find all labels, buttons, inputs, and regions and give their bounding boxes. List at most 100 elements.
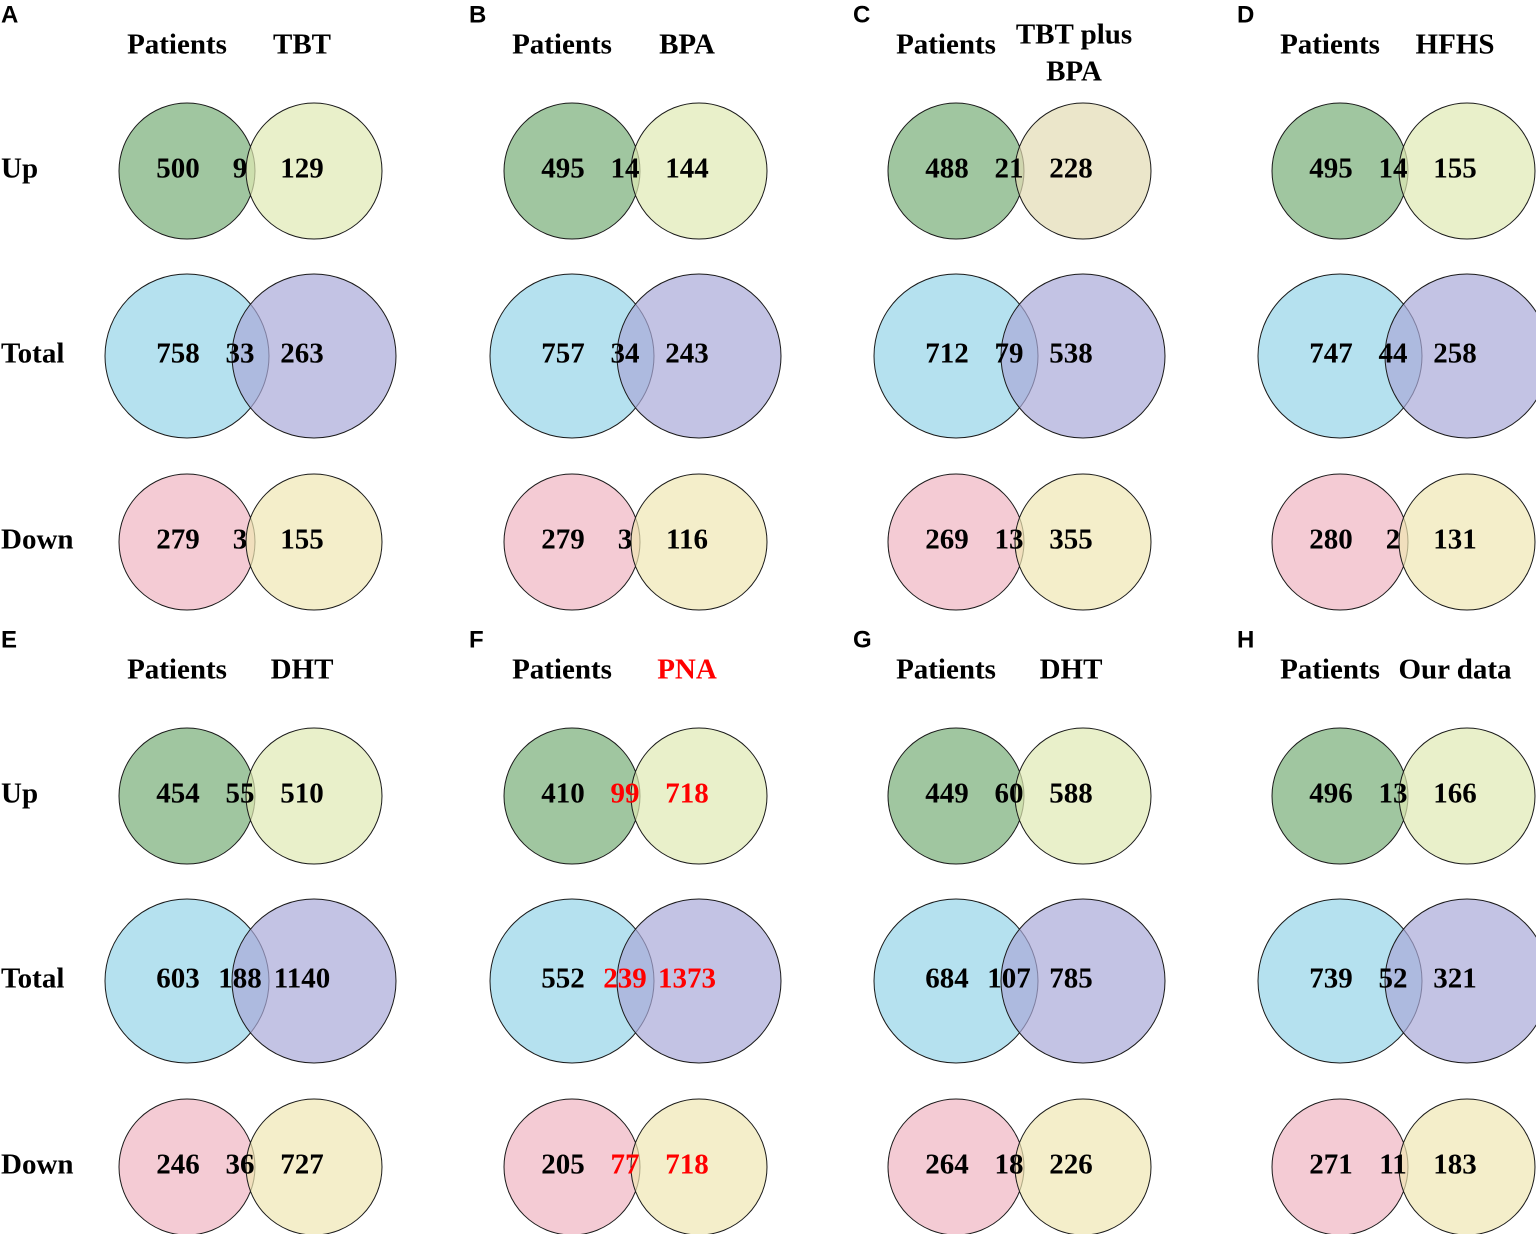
panel-b-right-title: BPA <box>659 29 715 61</box>
panel-a-down-right-circle <box>245 473 383 611</box>
panel-g-up-left-count: 449 <box>925 778 969 810</box>
panel-d-right-title: HFHS <box>1416 29 1495 61</box>
panel-a-down-left-count: 279 <box>156 524 200 556</box>
panel-c-total-right-circle <box>1000 273 1166 439</box>
panel-d-up-right-count: 155 <box>1433 153 1477 185</box>
panel-e-up-overlap-count: 55 <box>226 778 255 810</box>
panel-b-down-overlap-count: 3 <box>618 524 633 556</box>
panel-c-total-overlap-count: 79 <box>995 338 1024 370</box>
panel-e-up-right-circle <box>245 727 383 865</box>
panel-f-right-title: PNA <box>657 654 717 686</box>
panel-b-down-right-circle <box>630 473 768 611</box>
row-label-total-2: Total <box>1 963 64 995</box>
panel-a-total-left-count: 758 <box>156 338 200 370</box>
panel-h-left-title: Patients <box>1280 654 1380 686</box>
panel-f-up-left-count: 410 <box>541 778 585 810</box>
row-label-down-1: Down <box>1 524 74 556</box>
panel-e-down-overlap-count: 36 <box>226 1149 255 1181</box>
panel-c-right-title-line2: BPA <box>1046 56 1102 88</box>
panel-b-up-right-count: 144 <box>665 153 709 185</box>
panel-d-down-right-count: 131 <box>1433 524 1477 556</box>
panel-h-right-title: Our data <box>1398 654 1512 686</box>
panel-a-up-overlap-count: 9 <box>233 153 248 185</box>
panel-f-total-left-count: 552 <box>541 963 585 995</box>
panel-c-total-right-count: 538 <box>1049 338 1093 370</box>
panel-letter-h: H <box>1237 626 1254 653</box>
panel-d-up-left-count: 495 <box>1309 153 1353 185</box>
panel-a-total-overlap-count: 33 <box>226 338 255 370</box>
panel-h-up-right-count: 166 <box>1433 778 1477 810</box>
panel-f-down-right-count: 718 <box>665 1149 709 1181</box>
panel-b-up-right-circle <box>630 102 768 240</box>
panel-e-down-right-count: 727 <box>280 1149 324 1181</box>
panel-h-total-left-count: 739 <box>1309 963 1353 995</box>
panel-c-down-left-count: 269 <box>925 524 969 556</box>
panel-c-right-title-line1: TBT plus <box>1016 19 1132 51</box>
panel-a-up-right-count: 129 <box>280 153 324 185</box>
panel-c-up-right-circle <box>1014 102 1152 240</box>
panel-g-total-right-count: 785 <box>1049 963 1093 995</box>
panel-c-up-overlap-count: 21 <box>995 153 1024 185</box>
panel-h-down-left-count: 271 <box>1309 1149 1353 1181</box>
panel-a-up-right-circle <box>245 102 383 240</box>
panel-g-down-left-count: 264 <box>925 1149 969 1181</box>
row-label-up-1: Up <box>1 153 38 185</box>
panel-e-total-right-count: 1140 <box>274 963 330 995</box>
panel-d-down-right-circle <box>1398 473 1536 611</box>
panel-g-up-right-circle <box>1014 727 1152 865</box>
panel-g-total-left-count: 684 <box>925 963 969 995</box>
panel-letter-e: E <box>1 626 17 653</box>
panel-g-down-overlap-count: 18 <box>995 1149 1024 1181</box>
panel-h-down-overlap-count: 11 <box>1379 1149 1406 1181</box>
panel-f-down-left-count: 205 <box>541 1149 585 1181</box>
panel-c-down-right-circle <box>1014 473 1152 611</box>
panel-g-up-overlap-count: 60 <box>995 778 1024 810</box>
panel-e-total-overlap-count: 188 <box>218 963 262 995</box>
panel-a-total-right-count: 263 <box>280 338 324 370</box>
panel-d-up-right-circle <box>1398 102 1536 240</box>
panel-f-total-overlap-count: 239 <box>603 963 647 995</box>
panel-e-total-left-count: 603 <box>156 963 200 995</box>
panel-g-total-overlap-count: 107 <box>987 963 1031 995</box>
panel-b-down-right-count: 116 <box>666 524 708 556</box>
panel-d-total-right-circle <box>1384 273 1536 439</box>
panel-g-right-title: DHT <box>1040 654 1103 686</box>
panel-c-total-left-count: 712 <box>925 338 969 370</box>
panel-letter-g: G <box>853 626 872 653</box>
panel-e-left-title: Patients <box>127 654 227 686</box>
panel-a-right-title: TBT <box>273 29 331 61</box>
row-label-up-2: Up <box>1 778 38 810</box>
panel-d-total-right-count: 258 <box>1433 338 1477 370</box>
panel-letter-f: F <box>469 626 484 653</box>
panel-d-down-left-count: 280 <box>1309 524 1353 556</box>
row-label-down-2: Down <box>1 1149 74 1181</box>
panel-d-total-overlap-count: 44 <box>1379 338 1408 370</box>
panel-d-up-overlap-count: 14 <box>1379 153 1408 185</box>
panel-f-total-right-circle <box>616 898 782 1064</box>
panel-h-total-right-count: 321 <box>1433 963 1477 995</box>
panel-letter-a: A <box>1 1 18 28</box>
panel-c-up-left-count: 488 <box>925 153 969 185</box>
panel-h-total-overlap-count: 52 <box>1379 963 1408 995</box>
panel-g-left-title: Patients <box>896 654 996 686</box>
panel-a-total-right-circle <box>231 273 397 439</box>
panel-letter-d: D <box>1237 1 1254 28</box>
row-label-total-1: Total <box>1 338 64 370</box>
panel-f-up-overlap-count: 99 <box>611 778 640 810</box>
panel-d-down-overlap-count: 2 <box>1386 524 1401 556</box>
panel-g-down-right-count: 226 <box>1049 1149 1093 1181</box>
panel-f-total-right-count: 1373 <box>658 963 716 995</box>
panel-b-up-overlap-count: 14 <box>611 153 640 185</box>
panel-h-up-right-circle <box>1398 727 1536 865</box>
panel-h-total-right-circle <box>1384 898 1536 1064</box>
panel-c-left-title: Patients <box>896 29 996 61</box>
panel-e-down-left-count: 246 <box>156 1149 200 1181</box>
panel-b-left-title: Patients <box>512 29 612 61</box>
panel-b-total-overlap-count: 34 <box>611 338 640 370</box>
panel-e-up-right-count: 510 <box>280 778 324 810</box>
panel-a-up-left-count: 500 <box>156 153 200 185</box>
panel-e-right-title: DHT <box>271 654 334 686</box>
panel-g-up-right-count: 588 <box>1049 778 1093 810</box>
